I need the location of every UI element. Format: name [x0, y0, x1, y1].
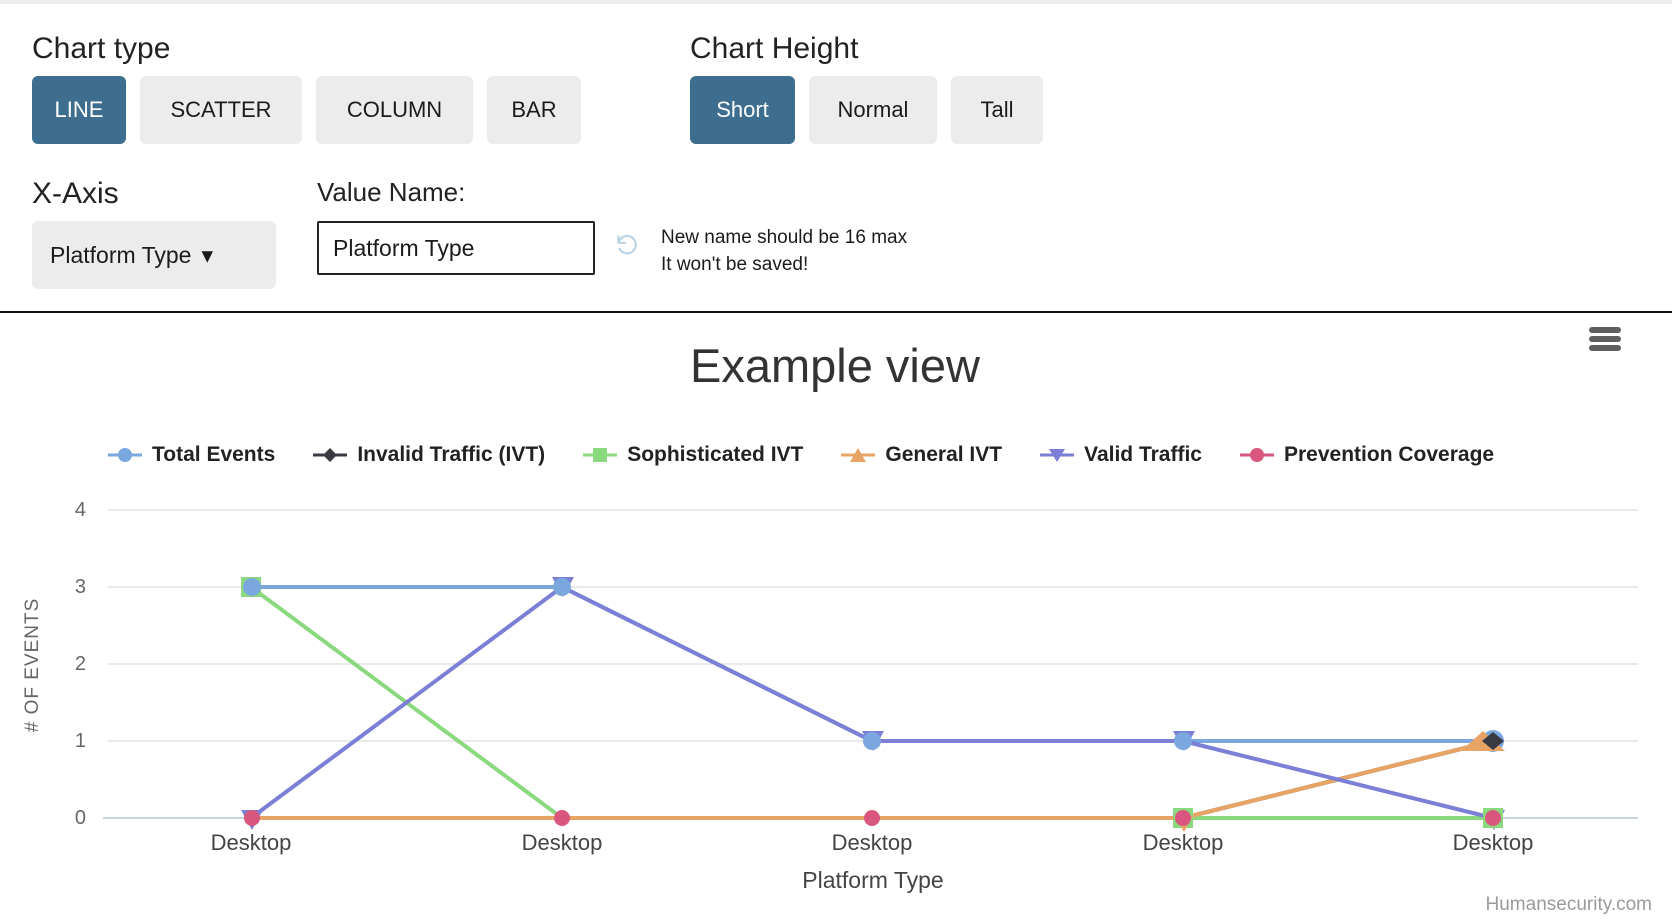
svg-text:4: 4 — [75, 499, 86, 521]
svg-text:0: 0 — [75, 807, 86, 829]
svg-text:Desktop: Desktop — [1453, 830, 1534, 855]
svg-text:Desktop: Desktop — [832, 830, 913, 855]
svg-text:Desktop: Desktop — [522, 830, 603, 855]
svg-text:Desktop: Desktop — [1143, 830, 1224, 855]
svg-text:1: 1 — [75, 730, 86, 752]
svg-text:Platform Type: Platform Type — [802, 867, 943, 893]
svg-text:3: 3 — [75, 576, 86, 598]
svg-text:# OF EVENTS: # OF EVENTS — [22, 598, 43, 733]
svg-text:2: 2 — [75, 653, 86, 675]
svg-text:Desktop: Desktop — [211, 830, 292, 855]
